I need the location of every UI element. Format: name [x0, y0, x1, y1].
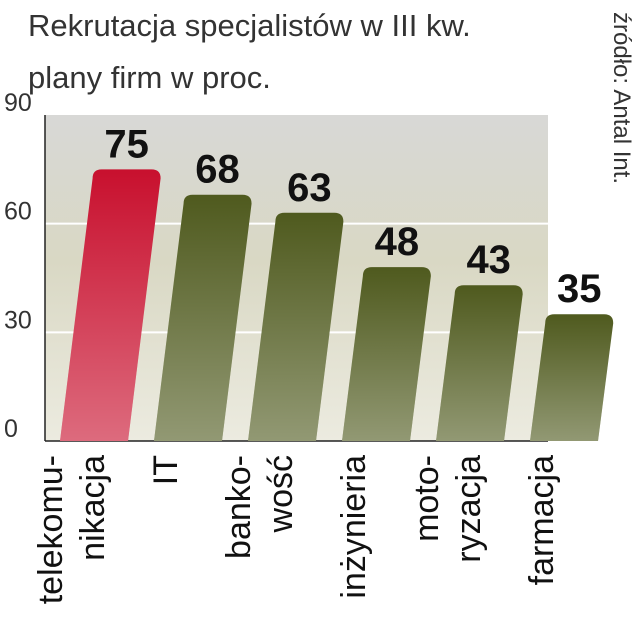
- bar-shade: [248, 212, 344, 441]
- x-tick-label: moto-: [408, 455, 446, 542]
- chart-title: Rekrutacja specjalistów w III kw.: [28, 8, 471, 43]
- x-tick-label: wość: [262, 455, 300, 533]
- value-label: 35: [557, 267, 602, 311]
- y-tick-label: 30: [4, 306, 32, 334]
- y-tick-label: 60: [4, 198, 32, 226]
- x-tick-label: telekomu-: [32, 455, 70, 604]
- value-label: 43: [466, 238, 511, 282]
- x-tick-label: ryzacja: [450, 455, 488, 563]
- value-label: 48: [375, 220, 420, 264]
- value-label: 75: [104, 122, 149, 166]
- x-tick-label: nikacja: [74, 455, 112, 561]
- bar-shade: [154, 194, 252, 441]
- y-tick-label: 90: [4, 89, 32, 117]
- x-tick-label: banko-: [220, 455, 258, 559]
- bar-shade: [342, 267, 431, 441]
- x-tick-label: IT: [147, 455, 185, 485]
- bar-shade: [436, 285, 523, 441]
- value-label: 63: [287, 166, 332, 210]
- value-label: 68: [195, 148, 240, 192]
- y-tick-label: 0: [4, 415, 18, 443]
- x-tick-label: farmacja: [523, 455, 561, 585]
- chart-subtitle: plany firm w proc.: [28, 60, 271, 95]
- bar-shade: [530, 314, 614, 441]
- source: źródło: Antal Int.: [608, 12, 635, 184]
- x-tick-label: inżynieria: [335, 455, 373, 599]
- bar-shade: [60, 169, 161, 442]
